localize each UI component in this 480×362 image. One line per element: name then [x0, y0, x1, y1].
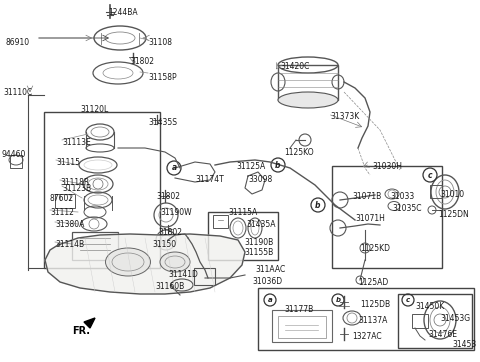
Text: 1327AC: 1327AC [352, 332, 382, 341]
Text: 31802: 31802 [130, 57, 154, 66]
Bar [258, 288, 474, 350]
Text: c: c [428, 171, 432, 180]
Text: 1125KO: 1125KO [284, 148, 313, 157]
Text: 31035C: 31035C [392, 204, 421, 213]
Text: b: b [336, 297, 340, 303]
Polygon shape [84, 318, 95, 328]
Text: 31174T: 31174T [195, 175, 224, 184]
Text: a: a [268, 297, 272, 303]
Bar [44, 112, 160, 268]
Text: 1125KD: 1125KD [360, 244, 390, 253]
Text: 31115: 31115 [56, 158, 80, 167]
Text: 31802: 31802 [156, 192, 180, 201]
Bar [72, 232, 118, 260]
Text: 31120L: 31120L [80, 105, 108, 114]
Ellipse shape [160, 252, 190, 272]
Text: 31114B: 31114B [55, 240, 84, 249]
Text: 1244BA: 1244BA [108, 8, 138, 17]
Text: 31123B: 31123B [62, 184, 91, 193]
Text: 31420C: 31420C [280, 62, 310, 71]
Text: 31435A: 31435A [246, 220, 276, 229]
Bar [213, 215, 228, 228]
Bar [272, 310, 332, 342]
Text: 31158P: 31158P [148, 73, 177, 82]
Text: 31118R: 31118R [60, 178, 89, 187]
Text: 1125AD: 1125AD [358, 278, 388, 287]
Bar [208, 212, 278, 260]
Text: 31113E: 31113E [62, 138, 91, 147]
Ellipse shape [106, 248, 151, 276]
Text: c: c [406, 297, 410, 303]
Text: 31476E: 31476E [428, 330, 457, 339]
Bar [55, 194, 75, 208]
Text: 31112: 31112 [50, 208, 74, 217]
Text: 31030H: 31030H [372, 162, 402, 171]
Text: 94460: 94460 [2, 150, 26, 159]
Text: 1125DN: 1125DN [438, 210, 469, 219]
Bar [194, 268, 215, 285]
Bar [278, 65, 338, 100]
Text: FR.: FR. [72, 326, 90, 336]
Text: 31450K: 31450K [415, 302, 444, 311]
Bar [430, 185, 442, 198]
Text: 31071H: 31071H [355, 214, 385, 223]
Text: 31137A: 31137A [358, 316, 387, 325]
Text: 31453: 31453 [452, 340, 476, 349]
Text: 31373K: 31373K [330, 112, 359, 121]
Text: 31141D: 31141D [168, 270, 198, 279]
Bar [412, 314, 428, 328]
Text: 31453G: 31453G [440, 314, 470, 323]
Bar [278, 316, 326, 338]
Text: 87602: 87602 [50, 194, 74, 203]
Text: 31177B: 31177B [284, 305, 313, 314]
Text: 31108: 31108 [148, 38, 172, 47]
Text: b: b [275, 160, 281, 169]
Text: 86910: 86910 [5, 38, 29, 47]
Text: 31150: 31150 [152, 240, 176, 249]
Text: 31125A: 31125A [236, 162, 265, 171]
Text: 31160B: 31160B [155, 282, 184, 291]
Text: 31110C: 31110C [3, 88, 32, 97]
Text: 33098: 33098 [248, 175, 272, 184]
Text: 31155B: 31155B [244, 248, 273, 257]
Text: 31380A: 31380A [55, 220, 84, 229]
Text: 31190W: 31190W [160, 208, 192, 217]
Ellipse shape [278, 92, 338, 108]
Text: b: b [315, 201, 321, 210]
Text: 31033: 31033 [390, 192, 414, 201]
Text: 31802: 31802 [158, 228, 182, 237]
Text: 31115A: 31115A [228, 208, 257, 217]
Text: 31036D: 31036D [252, 277, 282, 286]
Text: 1125DB: 1125DB [360, 300, 390, 309]
Text: a: a [171, 164, 177, 173]
Text: 31190B: 31190B [244, 238, 273, 247]
Text: 31435S: 31435S [148, 118, 177, 127]
Polygon shape [45, 234, 245, 294]
Bar [398, 294, 472, 348]
Text: 31010: 31010 [440, 190, 464, 199]
Bar [10, 155, 22, 168]
Text: 311AAC: 311AAC [255, 265, 285, 274]
Text: 31071B: 31071B [352, 192, 381, 201]
Bar [332, 166, 442, 268]
